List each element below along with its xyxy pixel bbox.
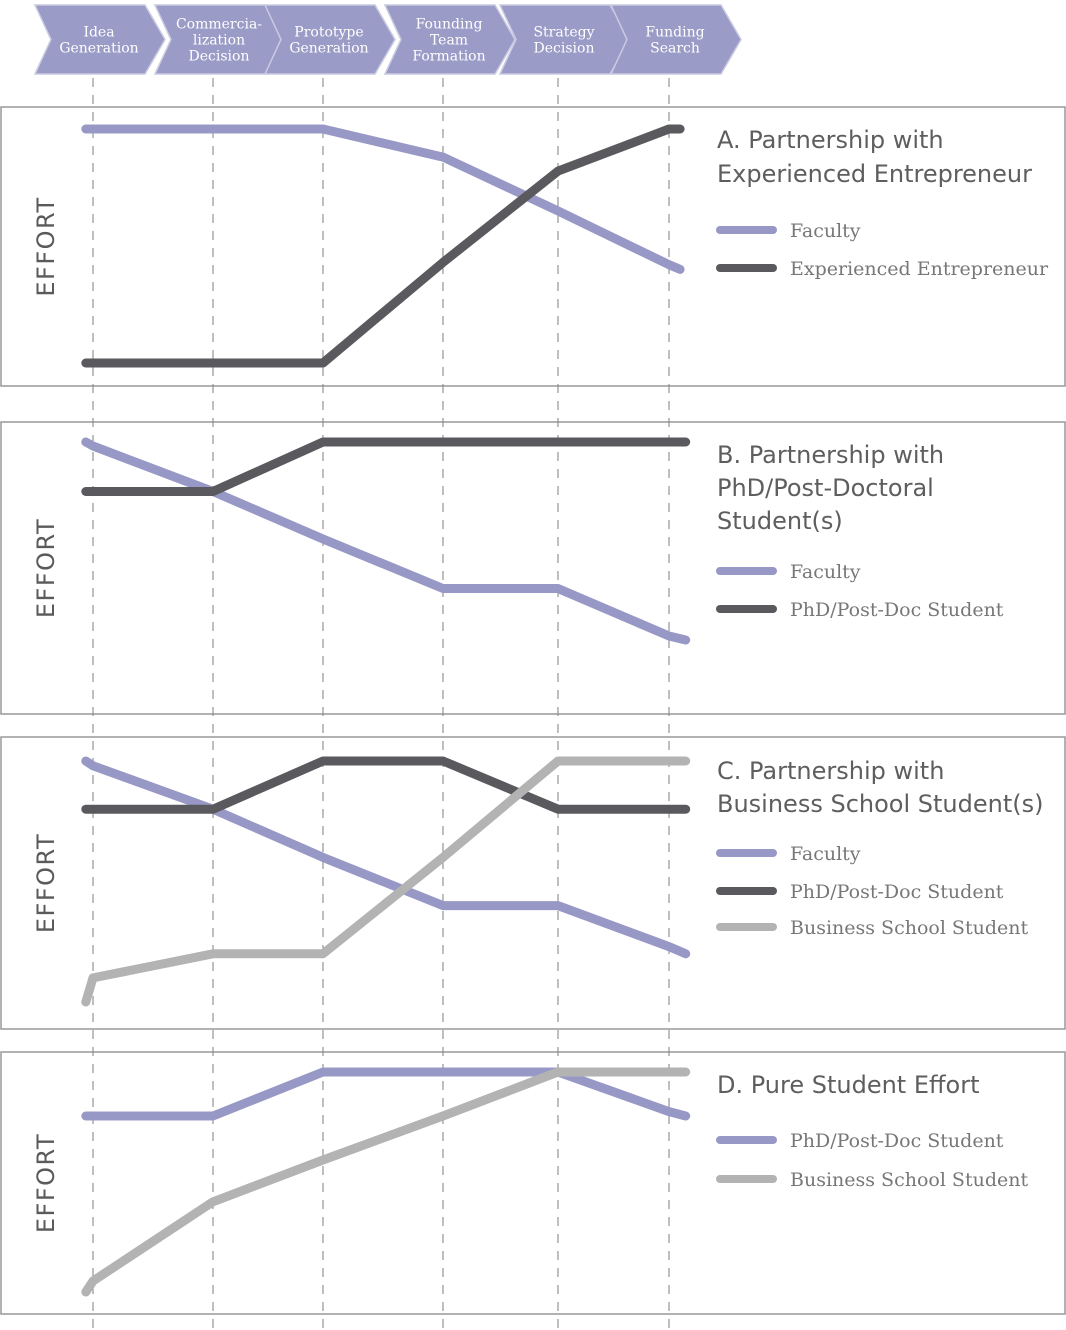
y-axis-label: EFFORT (32, 1133, 60, 1233)
chart-title-line: D. Pure Student Effort (717, 1071, 980, 1099)
stage-label-line: Search (650, 41, 700, 57)
panel-frame (0, 106, 1066, 387)
series-line-C-1 (81, 756, 691, 959)
chart-title-line: C. Partnership with (717, 757, 944, 785)
chart-title-line: A. Partnership with (717, 126, 944, 154)
legend-label: PhD/Post-Doc Student (790, 1130, 1004, 1152)
stage-label-line: Decision (534, 41, 595, 57)
stage-label-line: lization (193, 33, 245, 49)
series-line-C-3 (81, 756, 691, 1007)
stage-label-line: Team (430, 33, 468, 49)
chart-title-line: Experienced Entrepreneur (717, 160, 1032, 188)
stage-label-line: Funding (645, 25, 704, 41)
series-line-B-2 (81, 437, 691, 496)
legend-layer: Faculty Experienced Entrepreneur Faculty Ph… (716, 220, 1049, 1191)
chevron-shape (33, 4, 166, 75)
series-line-A-2 (81, 124, 685, 368)
stage-chevron-header: IdeaGenerationCommercia-lizationDecision… (33, 4, 742, 75)
stage-label-line: Generation (59, 41, 138, 57)
stage-label-line: Strategy (533, 25, 594, 41)
panel-A: EFFORT A. Partnership with Experienced Ent… (0, 106, 1066, 387)
chart-title-line: B. Partnership with (717, 441, 944, 469)
chevron-shape (383, 4, 516, 75)
chart-title-line: PhD/Post-Doctoral (717, 474, 934, 502)
series-line-D-1 (81, 1067, 691, 1121)
series-line-B-1 (81, 437, 691, 645)
stage-label-line: Generation (289, 41, 368, 57)
legend-label: Faculty (790, 220, 861, 242)
legend-label: Business School Student (790, 917, 1028, 939)
stage-label-line: Formation (412, 49, 485, 65)
chevron-shape (263, 4, 396, 75)
series-layer (81, 124, 691, 1297)
y-axis-label: EFFORT (32, 518, 60, 618)
legend-label: Business School Student (790, 1169, 1028, 1191)
series-line-D-2 (81, 1067, 691, 1297)
legend-B: Faculty PhD/Post-Doc Student (716, 561, 1004, 621)
legend-label: PhD/Post-Doc Student (790, 599, 1004, 621)
legend-label: Faculty (790, 561, 861, 583)
panel-frame (0, 736, 1066, 1030)
legend-C: Faculty PhD/Post-Doc Student Business Scho… (716, 843, 1028, 939)
stage-label-line: Decision (189, 49, 250, 65)
legend-label: Faculty (790, 843, 861, 865)
series-line-C-2 (81, 756, 691, 814)
stage-label-line: Commercia- (176, 17, 262, 33)
chevron-shape (609, 4, 742, 75)
y-axis-label: EFFORT (32, 196, 60, 296)
legend-D: PhD/Post-Doc Student Business School Stud… (716, 1130, 1028, 1191)
y-axis-label: EFFORT (32, 833, 60, 933)
stage-label-line: Idea (83, 25, 114, 41)
chevron-shape (498, 4, 631, 75)
panel-C: EFFORT C. Partnership with Business School… (0, 736, 1066, 1030)
stage-label-line: Founding (416, 17, 483, 33)
legend-label: Experienced Entrepreneur (790, 258, 1049, 280)
panel-frame (0, 1051, 1066, 1315)
chart-title-line: Business School Student(s) (717, 790, 1043, 818)
legend-label: PhD/Post-Doc Student (790, 881, 1004, 903)
panel-D: EFFORT D. Pure Student Effort (0, 1051, 1066, 1315)
legend-A: Faculty Experienced Entrepreneur (716, 220, 1049, 280)
panel-frame (0, 421, 1066, 715)
chart-title-line: Student(s) (717, 507, 843, 535)
panel-B: EFFORT B. Partnership with PhD/Post-Doctor… (0, 421, 1066, 715)
chart-panels: EFFORT A. Partnership with Experienced Ent… (0, 106, 1066, 1315)
stage-grid-lines (92, 78, 670, 1330)
stage-label-line: Prototype (294, 25, 363, 41)
series-line-A-1 (81, 124, 685, 274)
